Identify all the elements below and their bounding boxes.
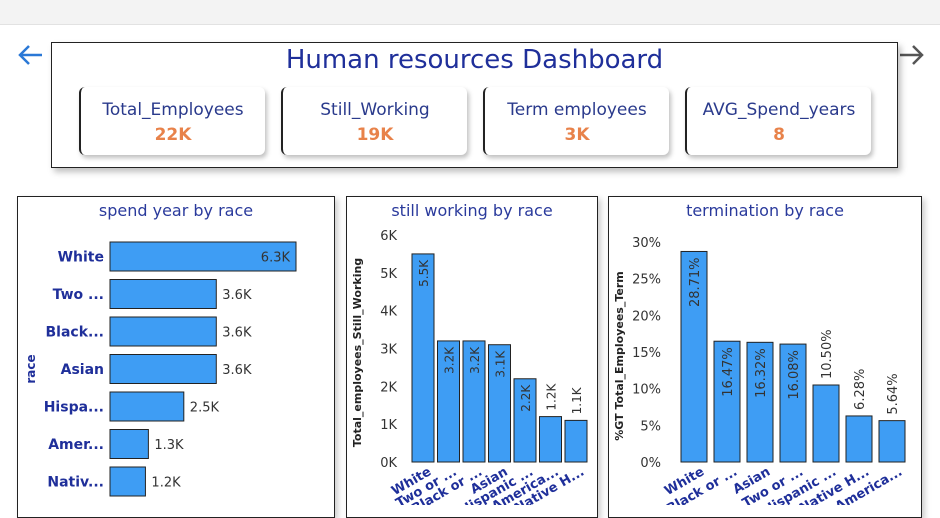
- y-tick-label: 20%: [632, 309, 661, 324]
- arrow-right-icon[interactable]: [896, 40, 926, 70]
- page-title: Human resources Dashboard: [285, 45, 664, 75]
- y-tick-label: 5K: [380, 267, 397, 282]
- bar: [564, 419, 588, 463]
- y-axis-label: Total_employees_Still_Working: [351, 258, 364, 447]
- data-label: 3.1K: [494, 350, 508, 378]
- data-label: 3.6K: [222, 326, 252, 341]
- bar: [462, 340, 486, 463]
- y-tick-label: 10%: [632, 383, 661, 398]
- data-label: 3.2K: [443, 346, 457, 374]
- y-tick-label: 6K: [380, 229, 397, 244]
- data-label: 5.64%: [886, 373, 901, 414]
- kpi-card-avg-spend-years[interactable]: AVG_Spend_years 8: [685, 87, 871, 155]
- y-axis-label: %GT Total_Employees_Term: [613, 271, 626, 440]
- chart-title: spend year by race: [98, 201, 254, 220]
- chart-title: still working by race: [391, 201, 553, 220]
- category-label: Nativ...: [47, 475, 104, 491]
- data-label: 3.2K: [468, 346, 482, 374]
- bar: [845, 415, 873, 463]
- data-label: 1.2K: [151, 476, 181, 491]
- still-working-chart: Total_employees_Still_Working 0K 1K 2K 3K 4K 5…: [351, 229, 588, 505]
- chart-title: termination by race: [686, 201, 844, 220]
- top-bar: [0, 0, 940, 25]
- kpi-label: AVG_Spend_years: [702, 100, 856, 120]
- bar: [109, 429, 149, 459]
- data-label: 1.1K: [570, 386, 584, 414]
- bar: [488, 344, 511, 463]
- bar: [109, 241, 297, 272]
- kpi-label: Total_Employees: [102, 100, 244, 120]
- data-label: 6.28%: [853, 369, 868, 410]
- y-tick-label: 0K: [380, 456, 397, 471]
- data-label: 1.2K: [545, 383, 559, 411]
- category-label: Two ...: [53, 287, 104, 303]
- data-label: 1.3K: [154, 438, 184, 453]
- bar: [539, 416, 562, 463]
- termination-chart: %GT Total_Employees_Term 0% 5% 10% 15% 20% 25%…: [613, 236, 906, 505]
- category-label: White: [58, 250, 104, 266]
- y-tick-label: 5%: [640, 419, 661, 434]
- kpi-label: Still_Working: [320, 100, 430, 120]
- y-tick-label: 2K: [380, 380, 397, 395]
- kpi-value: 3K: [564, 125, 590, 145]
- y-tick-label: 4K: [380, 305, 397, 320]
- dashboard-header: Human resources Dashboard Total_Employee…: [51, 42, 898, 168]
- data-label: 16.47%: [721, 347, 736, 397]
- y-tick-label: 3K: [380, 343, 397, 358]
- bar: [109, 391, 185, 422]
- kpi-value: 19K: [356, 125, 394, 145]
- chart-panel-spend-year[interactable]: spend year by race race White 6.3K Two ... 3…: [17, 196, 335, 518]
- data-label: 16.32%: [754, 348, 769, 398]
- category-label: Hispa...: [44, 400, 104, 416]
- bar: [812, 384, 840, 463]
- data-label: 2.5K: [190, 401, 220, 416]
- data-label: 3.6K: [222, 363, 252, 378]
- bar: [109, 279, 217, 309]
- bar: [713, 340, 741, 463]
- kpi-value: 22K: [154, 125, 192, 145]
- data-label: 10.50%: [820, 329, 835, 379]
- kpi-card-still-working[interactable]: Still_Working 19K: [281, 87, 467, 155]
- bar: [513, 378, 537, 463]
- data-label: 3.6K: [222, 288, 252, 303]
- kpi-card-total-employees[interactable]: Total_Employees 22K: [79, 87, 265, 155]
- bar: [437, 340, 460, 463]
- category-label: Amer...: [48, 437, 104, 453]
- bar: [779, 343, 807, 463]
- arrow-left-icon[interactable]: [16, 40, 46, 70]
- bar: [109, 316, 217, 347]
- data-label: 16.08%: [787, 350, 802, 400]
- y-tick-label: 25%: [632, 273, 661, 288]
- y-tick-label: 0%: [640, 456, 661, 471]
- category-label: Black...: [46, 325, 104, 341]
- bar: [878, 420, 906, 463]
- bar: [109, 466, 146, 497]
- y-tick-label: 1K: [380, 418, 397, 433]
- data-label: 28.71%: [688, 257, 703, 307]
- spend-year-chart: race White 6.3K Two ... 3.6K Black... 3.6K Asia…: [24, 241, 297, 497]
- bar: [746, 341, 774, 463]
- chart-panel-termination[interactable]: termination by race %GT Total_Employees_…: [608, 196, 922, 518]
- y-tick-label: 30%: [632, 236, 661, 251]
- data-label: 5.5K: [417, 259, 431, 287]
- kpi-label: Term employees: [507, 100, 647, 120]
- data-label: 6.3K: [261, 251, 291, 266]
- chart-panel-still-working[interactable]: still working by race Total_employees_St…: [346, 196, 598, 518]
- y-tick-label: 15%: [632, 346, 661, 361]
- bar: [109, 354, 217, 384]
- category-label: Asian: [61, 362, 104, 378]
- bar: [680, 250, 708, 463]
- kpi-card-term-employees[interactable]: Term employees 3K: [483, 87, 669, 155]
- kpi-value: 8: [773, 125, 785, 145]
- bar: [411, 253, 435, 463]
- y-axis-label: race: [24, 354, 38, 383]
- data-label: 2.2K: [519, 384, 533, 412]
